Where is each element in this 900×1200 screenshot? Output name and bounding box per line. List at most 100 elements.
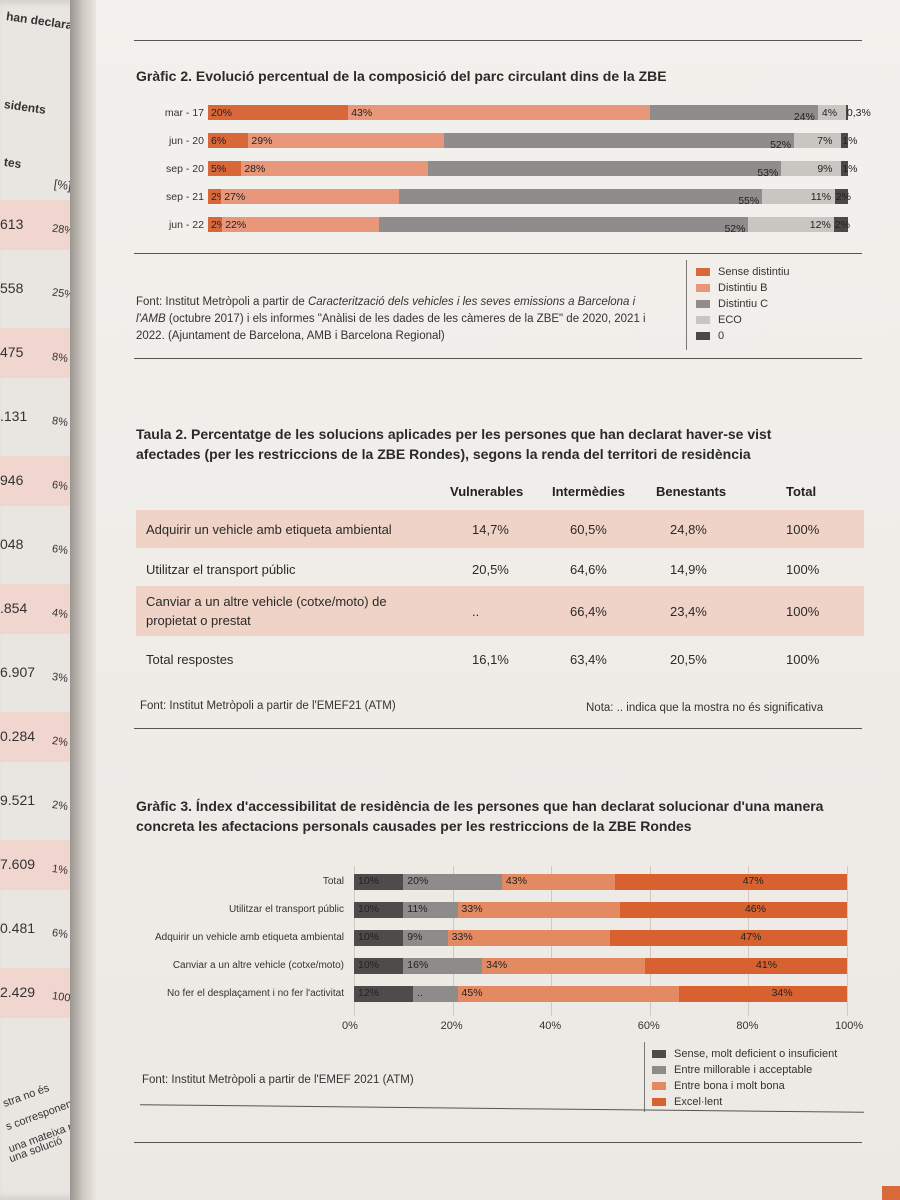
table2-row-label-line: propietat o prestat	[146, 613, 251, 628]
chart3-legend-label: Entre millorable i acceptable	[674, 1064, 813, 1076]
left-page-band	[0, 328, 70, 378]
chart3-legend-item: Excel·lent	[652, 1096, 722, 1108]
chart3-legend-label: Excel·lent	[674, 1096, 723, 1108]
left-page-number: 7.609	[0, 856, 36, 872]
table2-row-label: Canviar a un altre vehicle (cotxe/moto) …	[146, 592, 387, 630]
chart3-category-label: Adquirir un vehicle amb etiqueta ambient…	[155, 932, 344, 943]
left-page-number: 9.521	[0, 792, 36, 808]
table2-title-line-2: afectades (per les restriccions de la ZB…	[136, 446, 751, 462]
table2-cell: 63,4%	[570, 651, 607, 667]
table2-cell: ..	[472, 603, 480, 619]
chart2-legend-item: 0	[696, 330, 724, 342]
chart3-bar-segment	[413, 986, 458, 1002]
chart3-bar-segment	[620, 902, 847, 918]
chart2-data-label: 28%	[244, 163, 266, 175]
left-page-number: 946	[0, 472, 24, 488]
chart2-category-label: mar - 17	[164, 107, 204, 119]
chart2-legend-swatch	[696, 316, 710, 325]
chart3-x-tick: 40%	[539, 1020, 562, 1032]
chart2-data-label: 53%	[757, 167, 779, 179]
chart3: 0% 20% 40% 60% 80% 100% Total 10% 20% 43% 47% Utili…	[96, 0, 900, 1200]
chart3-data-label: 10%	[358, 875, 380, 887]
left-page-percent: 1%	[51, 862, 69, 878]
page-bottom-rule	[134, 1142, 862, 1143]
chart2-category-label: sep - 21	[166, 191, 204, 203]
chart3-bar-segment	[615, 874, 847, 890]
table2-cell: 100%	[786, 521, 820, 537]
left-page-fragment-text: sidents	[3, 97, 47, 117]
chart3-data-label: 43%	[505, 875, 527, 887]
chart2-legend-label: ECO	[718, 314, 742, 326]
table2-title: Taula 2. Percentatge de les solucions ap…	[136, 424, 876, 464]
chart2-data-label: 6%	[211, 135, 227, 147]
chart2-bar-segment	[208, 105, 349, 120]
chart2-source-a: Font: Institut Metròpoli a partir de	[136, 296, 308, 308]
chart3-title-line-2: concreta les afectacions personals causa…	[136, 818, 692, 834]
left-page-percent: 6%	[51, 926, 69, 942]
left-page-band	[0, 456, 70, 506]
table2-row: Total respostes 16,1% 63,4% 20,5% 100%	[136, 640, 864, 678]
chart3-data-label: 33%	[461, 903, 483, 915]
chart3-x-tick: 80%	[736, 1020, 759, 1032]
left-page-number: 475	[0, 344, 24, 360]
chart2-legend: Sense distintiu Distintiu B Distintiu C ECO…	[686, 260, 866, 356]
table2-cell: 14,7%	[472, 521, 509, 537]
chart3-legend: Sense, molt deficient o insuficient Entre…	[644, 1042, 864, 1118]
chart2-bar-segment	[208, 217, 223, 232]
left-page-fragment-text: tes	[3, 154, 23, 172]
chart2-source-c: (octubre 2017) i els informes "Anàlisi d…	[136, 313, 646, 342]
chart3-data-label: 10%	[358, 903, 380, 915]
table2-row: Adquirir un vehicle amb etiqueta ambient…	[136, 510, 864, 548]
table2-cell: 60,5%	[570, 521, 607, 537]
chart2-legend-label: Sense distintiu	[718, 266, 790, 278]
chart3-data-label: 47%	[740, 931, 762, 943]
chart2-data-label: 7%	[817, 135, 833, 147]
chart2-bar-segment	[241, 161, 428, 176]
chart3-legend-swatch	[652, 1082, 666, 1091]
left-page-percent: 6%	[51, 542, 69, 558]
table2-row-label: Utilitzar el transport públic	[146, 560, 296, 579]
chart3-bar-segment	[482, 958, 645, 974]
chart2-bar-segment	[208, 161, 242, 176]
chart3-data-label: 16%	[407, 959, 429, 971]
table2-cell: 14,9%	[670, 561, 707, 577]
chart3-bar-segment	[354, 958, 404, 974]
chart3-data-label: 20%	[407, 875, 429, 887]
table2-row-label: Adquirir un vehicle amb etiqueta ambient…	[146, 520, 392, 539]
left-page-percent: 3%	[51, 670, 69, 686]
chart2-legend-swatch	[696, 300, 710, 309]
chart2-bar-segment	[817, 105, 846, 120]
chart2-legend-item: Distintiu B	[696, 282, 768, 294]
chart3-x-tick: 20%	[440, 1020, 463, 1032]
chart3-data-label: 11%	[407, 903, 428, 915]
book-gutter	[70, 0, 98, 1200]
chart3-gridline	[847, 866, 848, 1016]
chart2-bottom-rule	[134, 358, 862, 359]
left-page-percent: 6%	[51, 478, 69, 494]
chart3-data-label: 47%	[742, 875, 764, 887]
chart2-bar-segment	[781, 161, 842, 176]
left-page-number: 2.429	[0, 984, 36, 1000]
chart3-source: Font: Institut Metròpoli a partir de l'E…	[142, 1074, 414, 1086]
left-page-band	[0, 840, 70, 890]
chart2-bar-segment	[428, 161, 782, 176]
table2-note: Nota: .. indica que la mostra no és sign…	[586, 702, 824, 714]
table2-column-header: Vulnerables	[450, 484, 524, 499]
chart3-data-label: 46%	[744, 903, 766, 915]
chart2-data-label: 12%	[809, 219, 831, 231]
chart2-source: Font: Institut Metròpoli a partir de Car…	[136, 294, 656, 345]
chart2-bar-segment	[845, 105, 848, 120]
chart2-category-label: jun - 20	[168, 135, 204, 147]
left-page-band	[0, 584, 70, 634]
left-page-footnote: stra no és	[1, 1082, 51, 1110]
chart3-data-label: ..	[417, 987, 423, 999]
chart3-x-tick: 100%	[835, 1020, 864, 1032]
chart3-bar-segment	[354, 902, 404, 918]
table2-column-header: Benestants	[656, 484, 727, 499]
chart3-category-label: No fer el desplaçament i no fer l'activi…	[167, 988, 344, 999]
chart3-data-label: 12%	[358, 987, 380, 999]
chart2-legend-item: ECO	[696, 314, 742, 326]
chart3-legend-rule	[644, 1042, 645, 1112]
chart2-data-label: 2%	[834, 219, 850, 231]
chart3-title-line-1: Gràfic 3. Índex d'accessibilitat de resi…	[136, 798, 824, 814]
